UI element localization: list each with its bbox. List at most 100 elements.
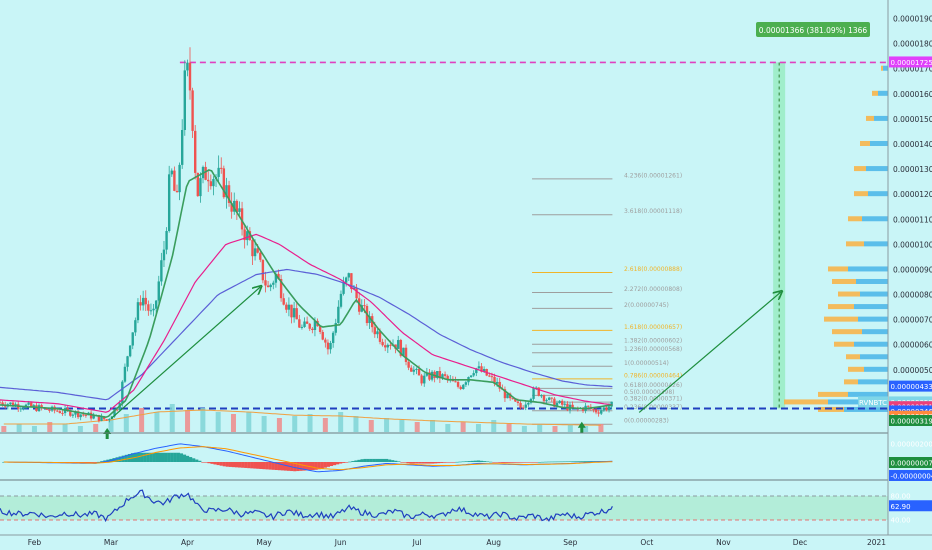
candle-body	[607, 406, 611, 410]
fib-level-label: 1(0.00000514)	[624, 360, 669, 367]
macd-histogram-bar	[550, 461, 554, 463]
macd-histogram-bar	[375, 458, 379, 462]
candle-body	[430, 371, 434, 380]
candle-body	[1, 402, 4, 405]
macd-histogram-bar	[164, 452, 168, 462]
candle-body	[428, 372, 431, 380]
macd-histogram-bar	[369, 458, 373, 462]
candle-body	[45, 407, 49, 410]
candle-body	[141, 297, 145, 306]
macd-histogram-bar	[207, 462, 211, 464]
volume-bar	[1, 426, 7, 432]
candle-body	[292, 308, 296, 318]
macd-histogram-bar	[409, 462, 413, 464]
candle-body	[207, 179, 210, 182]
badge-green-bg	[889, 414, 932, 426]
macd-histogram-bar	[519, 462, 523, 463]
candle-body	[264, 280, 267, 286]
volume-bar	[108, 420, 114, 432]
macd-histogram-bar	[482, 461, 487, 462]
candle-body	[508, 393, 512, 399]
profile-bar-orange	[828, 304, 854, 310]
macd-histogram-bar	[577, 461, 582, 462]
profile-bar-blue	[864, 366, 888, 372]
fib-level-label: 4.236(0.00001261)	[624, 172, 682, 179]
macd-histogram-bar	[244, 462, 248, 468]
candle-body	[162, 249, 166, 261]
fib-level-label: 3.618(0.00001118)	[624, 208, 682, 215]
fib-level-label: 1.236(0.00000568)	[624, 346, 682, 353]
macd-histogram-bar	[446, 462, 450, 463]
candle-body	[389, 344, 392, 346]
macd-histogram-bar	[121, 455, 125, 462]
macd-histogram-bar	[299, 462, 303, 471]
time-axis[interactable]: Feb Mar Apr May Jun Jul Aug Sep Oct Nov Dec 2021	[28, 538, 886, 547]
candle-body	[436, 371, 439, 378]
macd-histogram-bar	[329, 462, 334, 467]
macd-histogram-bar	[201, 462, 205, 463]
macd-histogram-bar	[590, 461, 594, 462]
macd-histogram-bar	[320, 462, 324, 469]
time-tick-label: Oct	[640, 538, 653, 547]
macd-histogram-bar	[559, 461, 563, 463]
candle-body	[191, 90, 194, 131]
volume-bar	[506, 424, 512, 432]
volume-bar	[47, 422, 53, 432]
candle-body	[71, 414, 75, 416]
badge-macd-blue-bg	[889, 470, 932, 481]
candle-body	[48, 409, 51, 411]
macd-histogram-bar	[544, 461, 548, 463]
profile-bar-blue	[862, 329, 888, 335]
macd-histogram-bar	[179, 453, 184, 462]
profile-bar-orange	[828, 266, 848, 272]
profile-bar-orange	[881, 65, 883, 71]
candle-body	[313, 320, 317, 331]
volume-bar	[154, 412, 160, 432]
macd-histogram-bar	[268, 462, 272, 470]
badge-ema-long: 0.00000433	[889, 380, 932, 392]
candle-body	[560, 400, 564, 405]
candle-body	[178, 164, 181, 193]
candle-body	[456, 382, 460, 387]
candle-body	[550, 397, 553, 399]
candle-body	[149, 310, 153, 312]
candle-body	[516, 401, 520, 403]
candle-body	[225, 185, 228, 198]
candle-body	[519, 402, 522, 408]
candle-body	[438, 371, 442, 379]
macd-histogram-bar	[424, 462, 428, 464]
badge-macd-top: 0.00000200	[891, 441, 932, 449]
profile-bar-blue	[856, 278, 888, 284]
badge-top-target-text: 0.00001725	[891, 59, 932, 67]
macd-histogram-bar	[259, 462, 263, 469]
macd-histogram-bar	[384, 458, 389, 462]
candle-body	[605, 407, 608, 410]
macd-histogram-bar	[189, 457, 193, 462]
macd-histogram-bar	[464, 461, 468, 462]
macd-histogram-bar	[185, 455, 190, 462]
volume-bar	[414, 422, 420, 432]
candle-body	[277, 273, 280, 280]
candle-body	[274, 273, 278, 283]
candle-body	[58, 411, 62, 414]
candle-body	[514, 398, 517, 402]
macd-histogram-bar	[225, 462, 229, 467]
macd-histogram-bar	[574, 461, 579, 462]
volume-bar	[322, 418, 328, 432]
candle-body	[56, 410, 59, 412]
macd-histogram-bar	[228, 462, 233, 467]
candle-body	[420, 375, 423, 384]
profile-bar-blue	[854, 341, 888, 347]
profile-bar-blue	[860, 354, 888, 360]
candle-body	[446, 375, 449, 380]
volume-bar	[123, 414, 129, 432]
profile-bar-orange	[832, 329, 862, 335]
macd-histogram-bar	[357, 459, 361, 462]
macd-histogram-bar	[78, 462, 82, 463]
candle-body	[212, 179, 215, 187]
candle-body	[152, 308, 155, 311]
macd-histogram-bar	[510, 462, 514, 463]
macd-histogram-bar	[418, 462, 422, 464]
